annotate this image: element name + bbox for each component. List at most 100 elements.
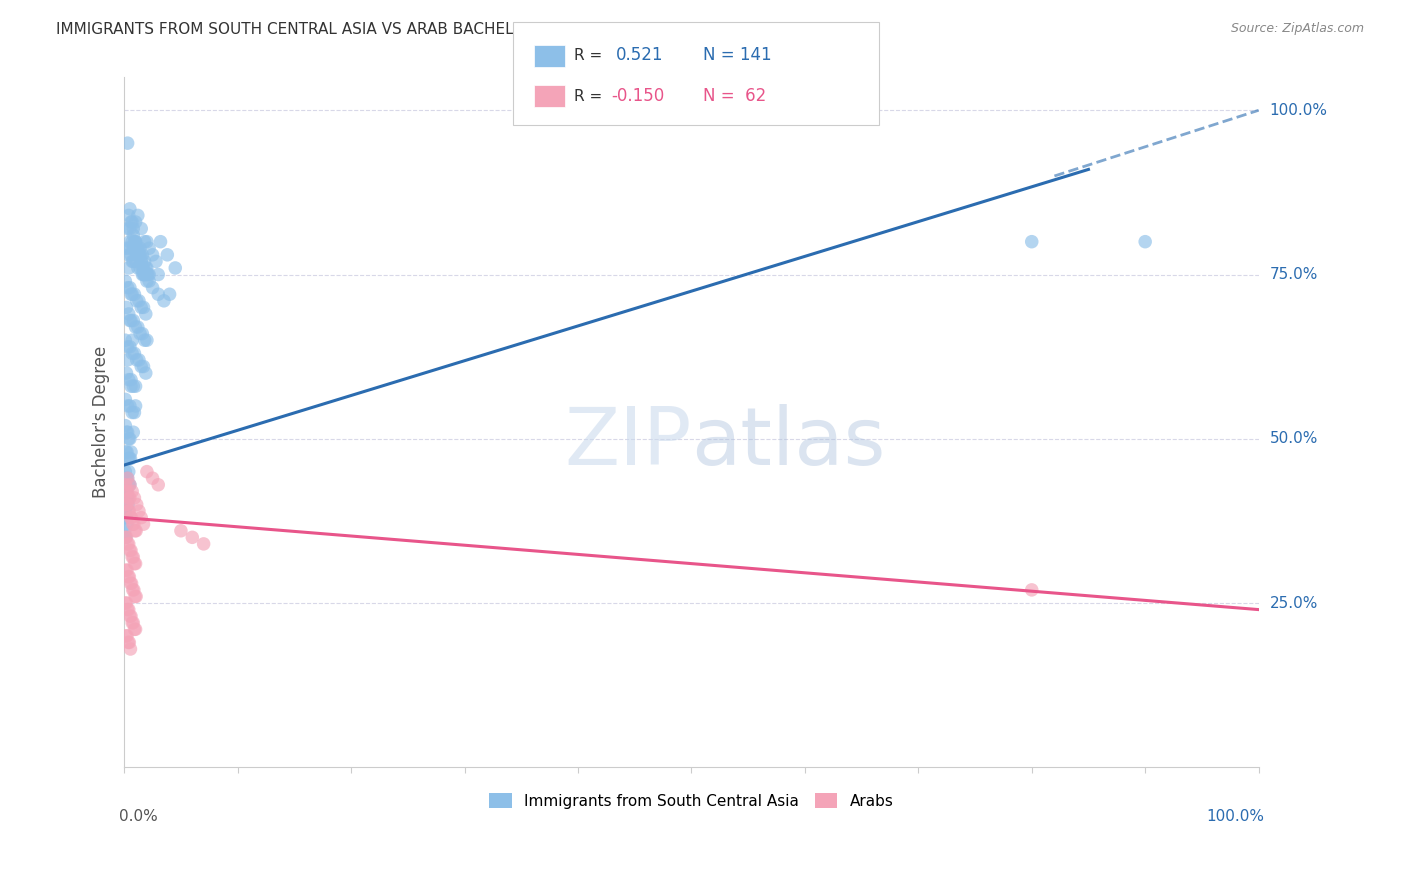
Point xyxy=(125,353,148,368)
Point xyxy=(127,208,149,222)
Point xyxy=(129,326,152,341)
Point xyxy=(120,445,142,459)
Point xyxy=(121,484,143,499)
Point xyxy=(120,451,142,466)
Text: N = 141: N = 141 xyxy=(703,46,772,64)
Point xyxy=(117,281,139,295)
Point xyxy=(127,320,149,334)
Point xyxy=(115,498,138,512)
Point xyxy=(138,274,160,288)
Point xyxy=(122,313,145,327)
Point xyxy=(114,524,136,538)
Point xyxy=(120,576,142,591)
Point xyxy=(129,221,152,235)
Point xyxy=(128,248,150,262)
Point xyxy=(124,524,146,538)
Point xyxy=(124,287,146,301)
Point xyxy=(118,491,141,505)
Point xyxy=(124,346,146,360)
Point xyxy=(120,609,142,624)
Point xyxy=(114,477,136,491)
Point xyxy=(117,340,139,354)
Point xyxy=(122,517,145,532)
Point xyxy=(132,260,155,275)
Text: 25.0%: 25.0% xyxy=(1270,596,1317,610)
Point xyxy=(121,405,143,419)
Point xyxy=(124,557,146,571)
Point xyxy=(135,268,157,282)
Point xyxy=(117,399,139,413)
Point xyxy=(120,287,142,301)
Point xyxy=(120,543,142,558)
Point xyxy=(117,221,139,235)
Point xyxy=(128,353,150,368)
Point xyxy=(135,307,157,321)
Text: R =: R = xyxy=(574,48,602,62)
Point xyxy=(115,491,138,505)
Point xyxy=(117,451,139,466)
Point xyxy=(121,582,143,597)
Point xyxy=(118,609,141,624)
Text: 0.0%: 0.0% xyxy=(118,809,157,823)
Point xyxy=(117,635,139,649)
Point xyxy=(114,418,136,433)
Point xyxy=(134,333,156,347)
Point xyxy=(125,590,148,604)
Point xyxy=(135,260,157,275)
Point xyxy=(1133,235,1156,249)
Point xyxy=(1021,235,1043,249)
Point xyxy=(118,477,141,491)
Point xyxy=(121,517,143,532)
Point xyxy=(115,629,138,643)
Point xyxy=(114,465,136,479)
Point xyxy=(122,221,145,235)
Point xyxy=(114,274,136,288)
Point xyxy=(124,590,146,604)
Point xyxy=(124,557,146,571)
Point xyxy=(134,254,156,268)
Point xyxy=(118,537,141,551)
Text: -0.150: -0.150 xyxy=(612,87,665,105)
Point xyxy=(165,260,187,275)
Point xyxy=(117,504,139,518)
Point xyxy=(115,366,138,380)
Point xyxy=(115,484,138,499)
Point xyxy=(135,465,157,479)
Point xyxy=(118,432,141,446)
Point xyxy=(127,248,149,262)
Point xyxy=(121,215,143,229)
Point xyxy=(115,563,138,577)
Point xyxy=(128,293,150,308)
Point xyxy=(118,373,141,387)
Point xyxy=(117,537,139,551)
Point xyxy=(124,241,146,255)
Point xyxy=(129,248,152,262)
Point xyxy=(136,268,159,282)
Point xyxy=(114,530,136,544)
Point xyxy=(148,477,170,491)
Point xyxy=(127,260,149,275)
Text: R =: R = xyxy=(574,89,602,103)
Point xyxy=(114,530,136,544)
Point xyxy=(118,635,141,649)
Point xyxy=(118,491,141,505)
Point xyxy=(122,582,145,597)
Point xyxy=(115,445,138,459)
Point xyxy=(115,510,138,524)
Point xyxy=(114,392,136,407)
Point xyxy=(124,320,146,334)
Point xyxy=(129,510,152,524)
Point xyxy=(115,301,138,315)
Point xyxy=(118,281,141,295)
Point xyxy=(115,498,138,512)
Point xyxy=(135,333,157,347)
Point xyxy=(120,215,142,229)
Point xyxy=(193,537,215,551)
Point xyxy=(124,622,146,636)
Point xyxy=(124,622,146,636)
Point xyxy=(132,517,155,532)
Point xyxy=(138,241,160,255)
Point xyxy=(124,235,146,249)
Point xyxy=(118,313,141,327)
Text: 75.0%: 75.0% xyxy=(1270,267,1317,282)
